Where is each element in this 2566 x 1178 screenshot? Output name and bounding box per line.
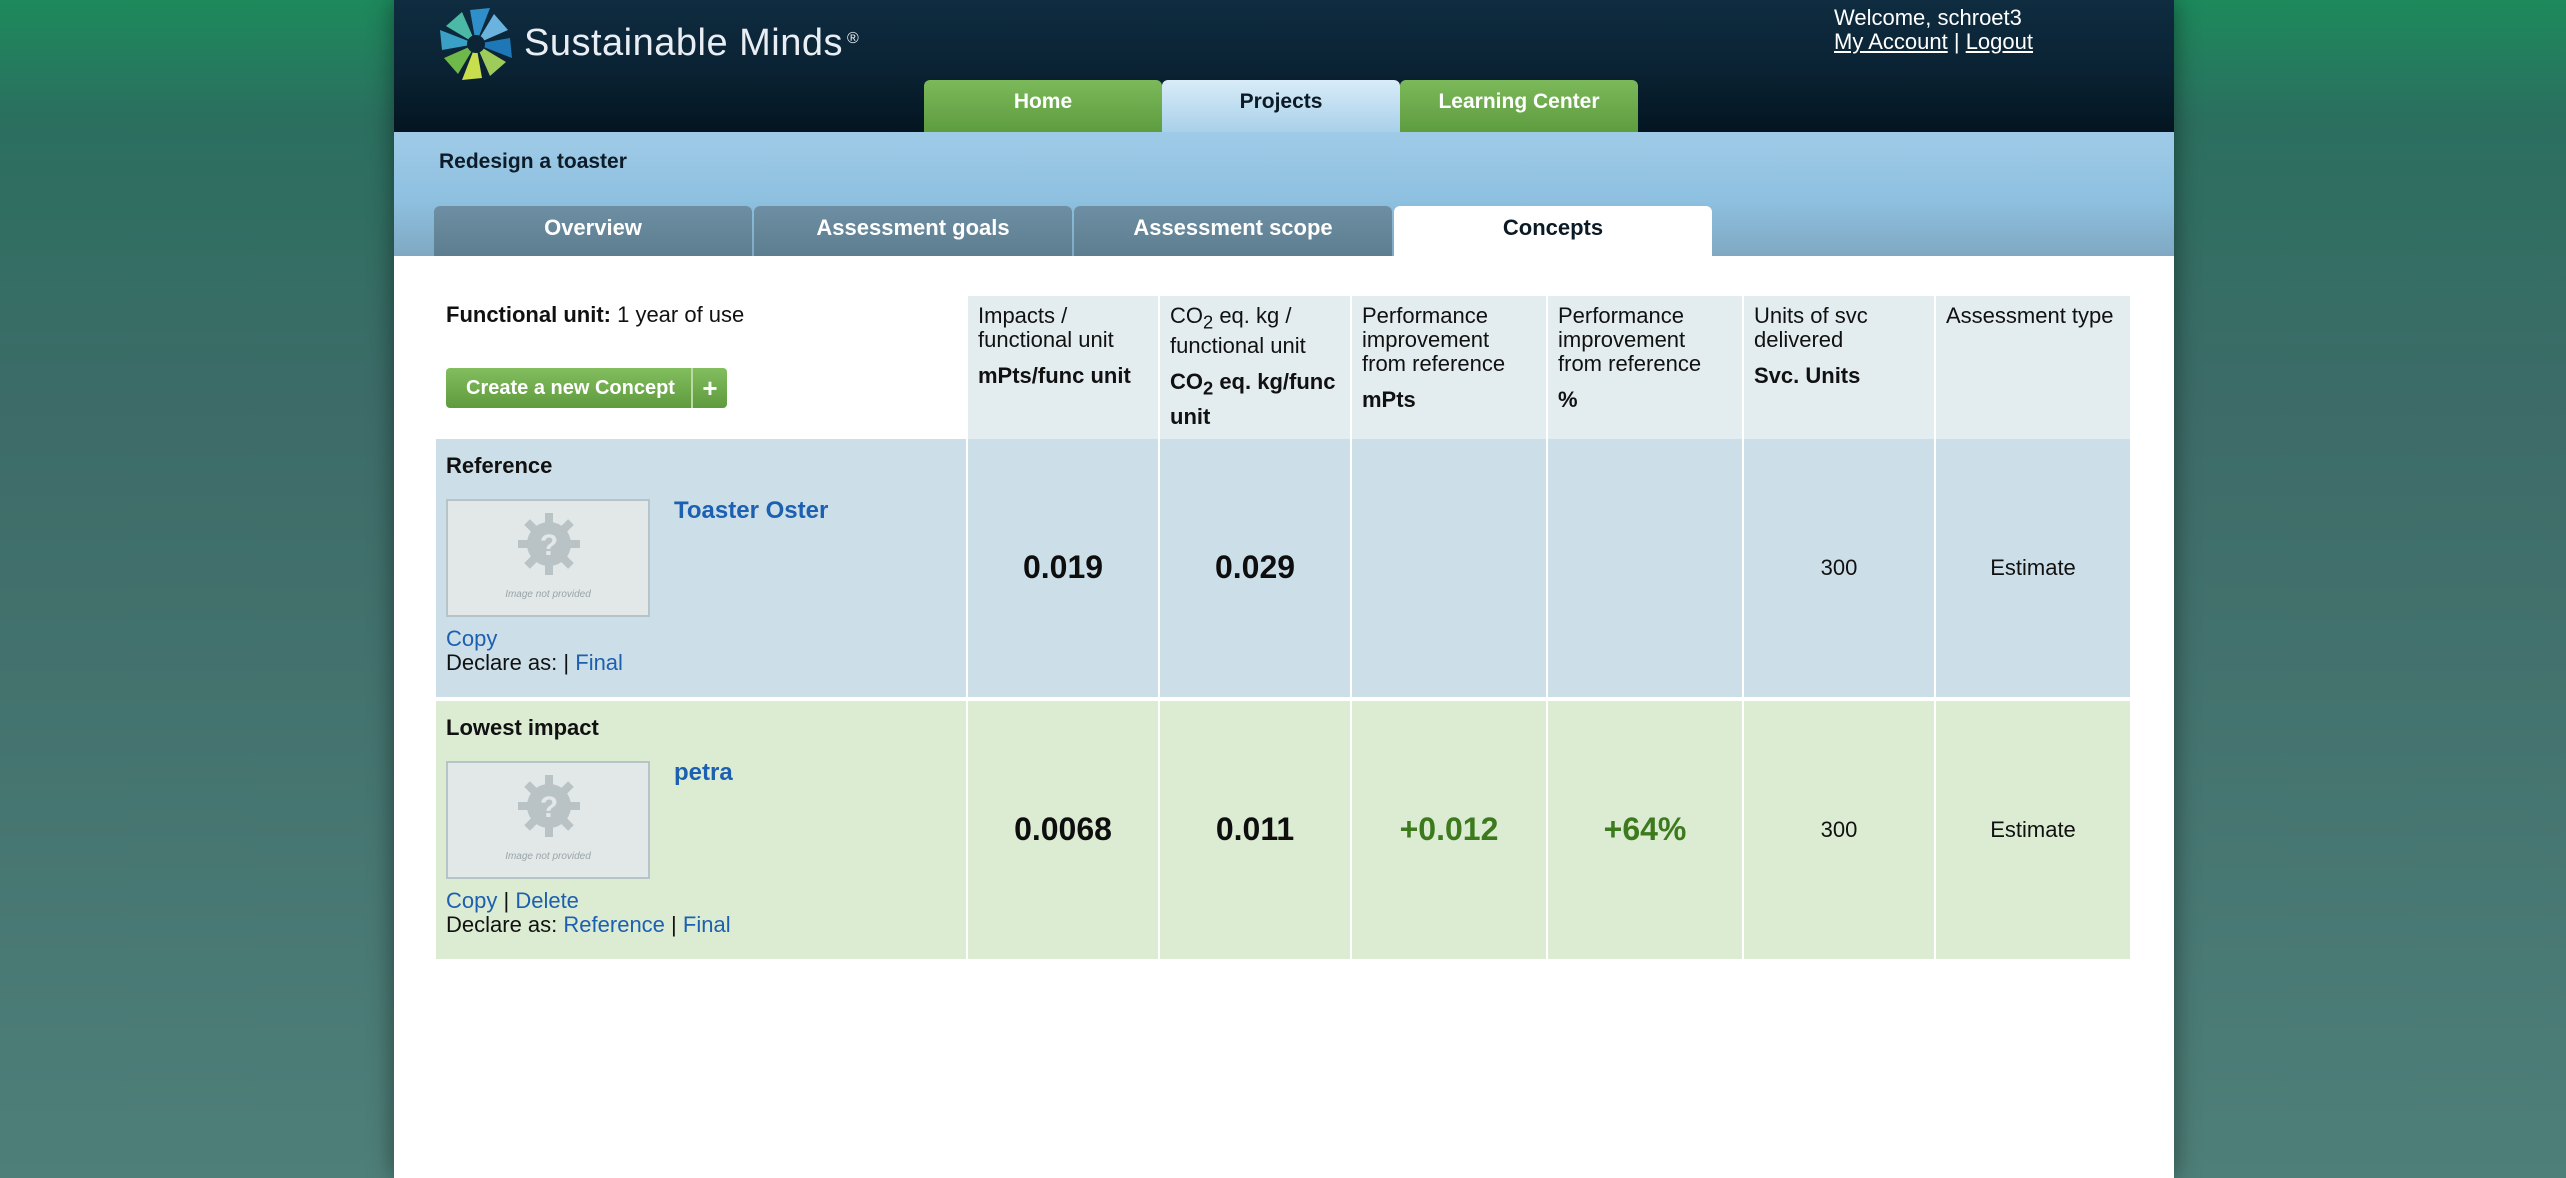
logout-link[interactable]: Logout — [1965, 29, 2033, 54]
assessment-type-value: Estimate — [1936, 700, 2130, 959]
co2-value: 0.011 — [1160, 700, 1350, 959]
column-header-impacts: Impacts / functional unit mPts/func unit — [968, 296, 1158, 439]
project-tabs: Overview Assessment goals Assessment sco… — [434, 206, 1714, 256]
declare-final-link[interactable]: Final — [682, 911, 731, 937]
concepts-content: Functional unit: 1 year of use Create a … — [436, 296, 2134, 959]
separator: | — [1953, 29, 1960, 54]
separator: | — [503, 887, 510, 913]
performance-pct-value — [1548, 438, 1742, 697]
question-gear-icon: ? — [518, 774, 580, 837]
image-caption: Image not provided — [505, 588, 591, 600]
column-header-assessment-type: Assessment type — [1936, 296, 2130, 439]
units-value: 300 — [1744, 438, 1934, 697]
column-header-performance-pct: Performance improvement from reference % — [1548, 296, 1742, 439]
site-header: Sustainable Minds ® Welcome, schroet3 My … — [394, 0, 2174, 132]
concept-cell-reference: Reference — [436, 438, 966, 697]
project-band: Redesign a toaster Overview Assessment g… — [394, 132, 2174, 256]
impacts-value: 0.019 — [968, 438, 1158, 697]
concept-image-placeholder[interactable]: ? Image not provided — [446, 498, 650, 617]
performance-mpts-value — [1352, 438, 1546, 697]
units-value: 300 — [1744, 700, 1934, 959]
tab-concepts[interactable]: Concepts — [1394, 206, 1712, 256]
tab-home[interactable]: Home — [924, 80, 1162, 132]
main-nav: Home Projects Learning Center — [924, 80, 1638, 132]
sustainable-minds-logo[interactable] — [430, 0, 520, 90]
image-caption: Image not provided — [505, 850, 591, 862]
brand-name: Sustainable Minds ® — [524, 22, 860, 64]
svg-text:?: ? — [540, 791, 558, 824]
column-header-units: Units of svc delivered Svc. Units — [1744, 296, 1934, 439]
tab-assessment-scope[interactable]: Assessment scope — [1074, 206, 1392, 256]
declare-reference-link[interactable]: Reference — [563, 911, 665, 937]
separator: | — [563, 649, 570, 675]
concept-name-link[interactable]: Toaster Oster — [674, 496, 829, 524]
welcome-text: Welcome, schroet3 — [1834, 5, 2022, 30]
tab-learning-center[interactable]: Learning Center — [1400, 80, 1638, 132]
concept-cell-lowest-impact: Lowest impact — [436, 700, 966, 959]
declare-final-link[interactable]: Final — [575, 649, 623, 675]
concept-image-placeholder[interactable]: ? Image not provided — [446, 760, 650, 879]
concept-actions: Copy Declare as: | Final — [446, 625, 623, 675]
performance-mpts-value: +0.012 — [1352, 700, 1546, 959]
row-label: Reference — [446, 452, 553, 478]
tab-assessment-goals[interactable]: Assessment goals — [754, 206, 1072, 256]
table-row: Lowest impact — [436, 700, 2130, 959]
concept-name-link[interactable]: petra — [674, 758, 733, 786]
declare-label: Declare as: — [446, 911, 558, 937]
row-separator — [436, 696, 2130, 701]
assessment-type-value: Estimate — [1936, 438, 2130, 697]
tab-overview[interactable]: Overview — [434, 206, 752, 256]
concept-actions: Copy | Delete Declare as: Reference | Fi… — [446, 887, 731, 937]
question-gear-icon: ? — [518, 512, 580, 575]
copy-link[interactable]: Copy — [446, 625, 498, 651]
row-label: Lowest impact — [446, 714, 599, 740]
create-concept-button[interactable]: Create a new Concept + — [446, 368, 727, 408]
page-container: Sustainable Minds ® Welcome, schroet3 My … — [394, 0, 2174, 1178]
project-title: Redesign a toaster — [439, 150, 627, 173]
table-row: Reference — [436, 438, 2130, 697]
user-area: Welcome, schroet3 My Account | Logout — [1834, 6, 2033, 54]
column-header-co2: CO2 eq. kg / functional unit CO2 eq. kg/… — [1160, 296, 1350, 439]
functional-unit-cell: Functional unit: 1 year of use Create a … — [436, 296, 966, 439]
my-account-link[interactable]: My Account — [1834, 29, 1948, 54]
svg-text:?: ? — [540, 529, 558, 562]
separator: | — [671, 911, 677, 937]
copy-link[interactable]: Copy — [446, 887, 498, 913]
concepts-table: Functional unit: 1 year of use Create a … — [434, 296, 2132, 959]
tab-projects[interactable]: Projects — [1162, 80, 1400, 132]
column-header-performance-mpts: Performance improvement from reference m… — [1352, 296, 1546, 439]
co2-value: 0.029 — [1160, 438, 1350, 697]
table-header-row: Functional unit: 1 year of use Create a … — [436, 296, 2130, 439]
impacts-value: 0.0068 — [968, 700, 1158, 959]
functional-unit: Functional unit: 1 year of use — [446, 302, 745, 327]
declare-label: Declare as: — [446, 649, 558, 675]
plus-icon: + — [690, 368, 727, 408]
delete-link[interactable]: Delete — [515, 887, 579, 913]
performance-pct-value: +64% — [1548, 700, 1742, 959]
